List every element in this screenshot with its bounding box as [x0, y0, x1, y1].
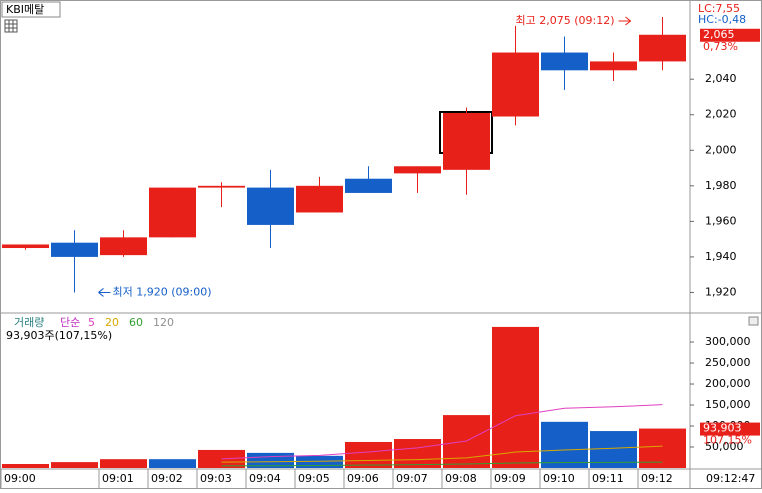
- title: KBI메탈: [6, 3, 44, 16]
- volume-ratio: 107,15%: [703, 434, 752, 447]
- high-arrow: [618, 16, 632, 26]
- stat-lc: LC:7,55: [698, 2, 740, 15]
- x-tick-label: 09:04: [249, 472, 281, 485]
- volume-info: 93,903주(107,15%): [6, 329, 112, 342]
- table-icon[interactable]: [4, 19, 18, 33]
- candle-body: [639, 34, 686, 62]
- y-tick-label: 2,040: [705, 72, 737, 85]
- candle-body: [345, 178, 392, 193]
- low-label: 최저 1,920 (09:00): [113, 285, 212, 298]
- x-tick-label: 09:06: [347, 472, 379, 485]
- last-price: 2,065: [703, 28, 735, 41]
- last-price-box: [700, 28, 760, 42]
- volume-title: 거래량: [14, 316, 44, 329]
- candle-body: [492, 52, 539, 117]
- x-tick-label: 09:08: [445, 472, 477, 485]
- x-tick-label: 09:01: [102, 472, 134, 485]
- pane-close[interactable]: [748, 316, 759, 326]
- ma-line: [221, 404, 663, 460]
- x-tick-label: 09:05: [298, 472, 330, 485]
- legend-entry: 20: [105, 316, 119, 329]
- candle-body: [100, 237, 147, 256]
- legend-entry: 60: [129, 316, 143, 329]
- y-tick-label: 200,000: [705, 377, 751, 390]
- volume-bar: [149, 459, 196, 468]
- x-tick-label: 09:07: [396, 472, 428, 485]
- high-label: 최고 2,075 (09:12): [515, 14, 614, 27]
- candle-body: [443, 112, 490, 170]
- title-box: [1, 1, 61, 18]
- candle-body: [149, 187, 196, 238]
- y-tick-label: 50,000: [705, 440, 744, 453]
- x-tick-label: 09:09: [494, 472, 526, 485]
- x-tick-label: 09:00: [4, 472, 36, 485]
- y-tick-label: 1,920: [705, 285, 737, 298]
- y-tick-label: 2,000: [705, 143, 737, 156]
- y-tick-label: 1,960: [705, 214, 737, 227]
- volume-bar: [443, 415, 490, 468]
- volume-bar: [639, 428, 686, 468]
- volume-bar: [100, 459, 147, 468]
- volume-bar: [541, 421, 588, 468]
- candle-body: [296, 185, 343, 213]
- y-tick-label: 250,000: [705, 356, 751, 369]
- x-tick-label: 09:02: [151, 472, 183, 485]
- ma-kind: 단순: [60, 316, 80, 329]
- ma-line: [221, 445, 663, 463]
- y-tick-label: 1,980: [705, 179, 737, 192]
- candle-body: [2, 244, 49, 249]
- candle-body: [51, 242, 98, 257]
- x-tick-label: 09:10: [543, 472, 575, 485]
- change: 0,73%: [703, 40, 738, 53]
- y-tick-label: 1,940: [705, 250, 737, 263]
- legend-entry: 5: [88, 316, 95, 329]
- candle-body: [541, 52, 588, 71]
- volume-bar: [2, 464, 49, 468]
- candle-body: [247, 187, 294, 225]
- candle-body: [198, 185, 245, 188]
- candle-body: [590, 61, 637, 71]
- table-icon-lines: [5, 20, 17, 32]
- y-tick-label: 2,020: [705, 108, 737, 121]
- clock: 09:12:47: [706, 472, 755, 485]
- y-tick-label: 300,000: [705, 335, 751, 348]
- x-tick-label: 09:03: [200, 472, 232, 485]
- low-arrow: [98, 288, 111, 297]
- x-tick-label: 09:11: [592, 472, 624, 485]
- last-volume: 93,903: [703, 422, 742, 435]
- y-tick-label: 150,000: [705, 398, 751, 411]
- stat-hc: HC:-0,48: [698, 13, 746, 26]
- volume-bar: [345, 441, 392, 468]
- volume-bar: [394, 439, 441, 468]
- last-volume-box: [700, 422, 760, 436]
- legend-entry: 120: [153, 316, 174, 329]
- volume-bar: [51, 462, 98, 468]
- x-tick-label: 09:12: [641, 472, 673, 485]
- volume-bar: [492, 326, 539, 468]
- ma-line: [221, 461, 663, 467]
- candle-body: [394, 166, 441, 174]
- volume-bar: [198, 449, 245, 468]
